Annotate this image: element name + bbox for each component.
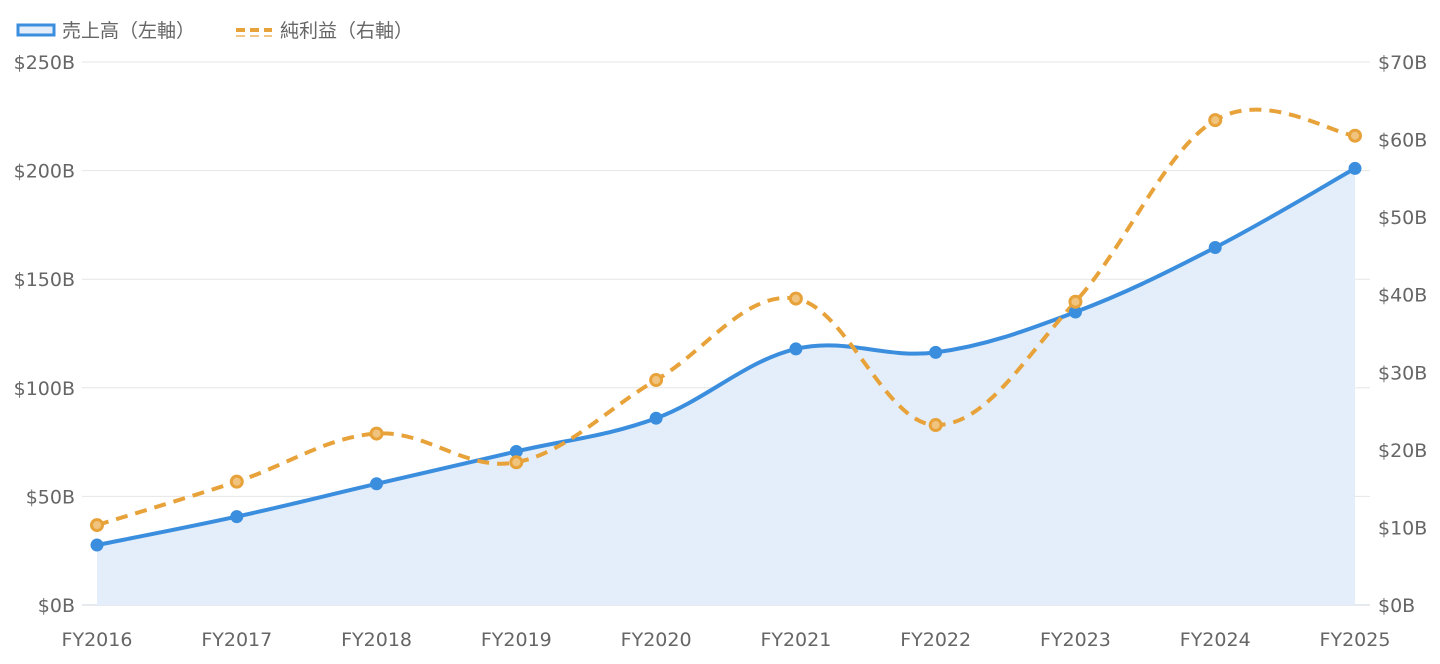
series-revenue-line xyxy=(95,166,1357,548)
net-income-point xyxy=(649,373,664,388)
net-income-point xyxy=(1068,294,1083,309)
net-income-point xyxy=(369,426,384,441)
y-left-tick-label: $0B xyxy=(38,595,75,617)
y-left-tick-label: $250B xyxy=(14,52,75,74)
revenue-point xyxy=(929,345,943,359)
revenue-point xyxy=(649,411,663,425)
y-left-tick-label: $100B xyxy=(14,378,75,400)
revenue-point xyxy=(90,538,104,552)
net-income-point xyxy=(229,474,244,489)
y-left-tick-label: $200B xyxy=(14,161,75,183)
y-right-tick-label: $20B xyxy=(1378,440,1427,462)
revenue-point xyxy=(230,510,244,524)
x-tick-label: FY2022 xyxy=(900,629,971,651)
x-tick-label: FY2016 xyxy=(62,629,133,651)
series-net-income-points xyxy=(90,113,1362,533)
y-right-tick-label: $30B xyxy=(1378,362,1427,384)
x-tick-label: FY2021 xyxy=(760,629,831,651)
series-revenue-points xyxy=(90,161,1362,552)
net-income-point xyxy=(1348,128,1362,143)
revenue-point xyxy=(1208,240,1222,254)
x-tick-label: FY2017 xyxy=(201,629,272,651)
legend-label-net-income: 純利益（右軸） xyxy=(280,20,413,42)
y-axis-right: $0B $10B $20B $30B $40B $50B $60B $70B xyxy=(1378,52,1427,617)
y-left-tick-label: $150B xyxy=(14,269,75,291)
legend-swatch-revenue xyxy=(16,23,56,37)
y-right-tick-label: $70B xyxy=(1378,52,1427,74)
y-right-tick-label: $50B xyxy=(1378,207,1427,229)
revenue-point xyxy=(789,342,803,356)
legend-label-revenue: 売上高（左軸） xyxy=(62,20,195,42)
x-tick-label: FY2020 xyxy=(621,629,692,651)
net-income-point xyxy=(1208,113,1223,128)
revenue-point xyxy=(370,477,384,491)
net-income-point xyxy=(788,291,803,306)
y-right-tick-label: $60B xyxy=(1378,130,1427,152)
y-right-tick-label: $10B xyxy=(1378,517,1427,539)
net-income-point xyxy=(928,418,943,433)
y-left-tick-label: $50B xyxy=(26,486,75,508)
y-right-tick-label: $0B xyxy=(1378,595,1415,617)
revenue-point xyxy=(1348,161,1362,175)
y-axis-left: $0B $50B $100B $150B $200B $250B xyxy=(14,52,75,617)
x-axis: FY2016 FY2017 FY2018 FY2019 FY2020 FY2021 FY20… xyxy=(62,629,1391,651)
x-tick-label: FY2023 xyxy=(1040,629,1111,651)
x-tick-label: FY2025 xyxy=(1320,629,1391,651)
net-income-point xyxy=(90,518,104,533)
series-revenue-area xyxy=(97,168,1355,606)
x-tick-label: FY2019 xyxy=(481,629,552,651)
x-tick-label: FY2024 xyxy=(1180,629,1251,651)
net-income-point xyxy=(509,455,524,470)
x-tick-label: FY2018 xyxy=(341,629,412,651)
legend: 売上高（左軸） 純利益（右軸） xyxy=(16,20,413,42)
y-right-tick-label: $40B xyxy=(1378,285,1427,307)
